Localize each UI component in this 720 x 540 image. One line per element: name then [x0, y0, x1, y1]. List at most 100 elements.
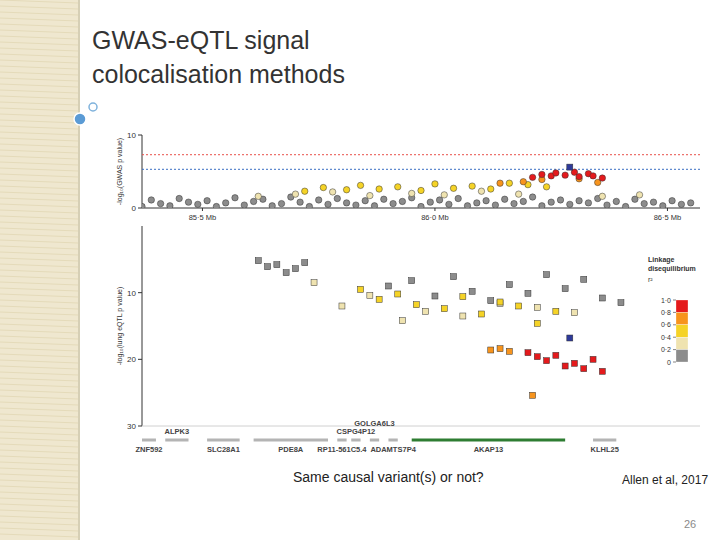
legend-subtitle: r² — [648, 276, 653, 283]
data-point — [669, 198, 675, 204]
strip-texture — [0, 396, 78, 399]
data-point — [469, 183, 475, 189]
data-point — [213, 203, 219, 208]
strip-texture — [0, 408, 78, 411]
data-point — [265, 264, 271, 270]
data-point — [353, 202, 359, 208]
reference-line — [142, 154, 700, 155]
data-point — [283, 270, 289, 276]
data-point — [441, 306, 447, 312]
data-point — [451, 274, 457, 280]
data-point — [502, 196, 508, 202]
data-point — [395, 291, 401, 297]
data-point — [622, 203, 628, 208]
data-point — [599, 295, 605, 301]
slide: Same causal variant(s) or not?Allen et a… — [0, 0, 720, 540]
data-point — [381, 196, 387, 202]
data-point — [599, 193, 605, 199]
strip-texture — [0, 312, 78, 315]
strip-texture — [0, 510, 78, 513]
data-point — [618, 300, 624, 306]
strip-texture — [0, 378, 78, 381]
x-tick-label: 85·5 Mb — [189, 213, 217, 222]
data-point — [274, 262, 280, 268]
strip-texture — [0, 60, 78, 63]
gene — [254, 439, 328, 442]
data-point — [599, 368, 605, 374]
y-tick — [138, 208, 142, 209]
data-point — [548, 199, 554, 205]
data-point — [409, 190, 415, 196]
data-point — [636, 192, 642, 198]
legend-tick — [673, 362, 676, 363]
legend-tick-label: 1·0 — [661, 297, 671, 304]
gene — [142, 439, 156, 442]
gene-label: ZNF592 — [135, 445, 162, 454]
data-point — [553, 352, 559, 358]
strip-texture — [0, 300, 78, 303]
data-point — [539, 171, 545, 177]
y-axis-label: -log₁₀(lung eQTL p value) — [116, 287, 124, 366]
gene — [388, 439, 397, 442]
data-point — [571, 360, 577, 366]
data-point — [142, 203, 145, 208]
strip-texture — [0, 330, 78, 333]
caption: Same causal variant(s) or not? — [293, 469, 484, 485]
x-axis-line — [142, 426, 700, 427]
gene-label: RP11-561C5.4 — [317, 445, 367, 454]
data-point — [362, 198, 368, 204]
strip-texture — [0, 288, 78, 291]
strip-texture — [0, 324, 78, 327]
data-point — [255, 258, 261, 264]
x-tick — [434, 208, 435, 211]
strip-texture — [0, 384, 78, 387]
data-point — [497, 299, 503, 305]
strip-texture — [0, 228, 78, 231]
y-tick-label: 20 — [127, 355, 136, 364]
data-point — [316, 197, 322, 203]
data-point — [506, 348, 512, 354]
data-point — [590, 173, 596, 179]
strip-texture — [0, 150, 78, 153]
strip-texture — [0, 354, 78, 357]
strip-texture — [0, 234, 78, 237]
x-tick — [667, 208, 668, 211]
data-point — [506, 282, 512, 288]
strip-texture — [0, 108, 78, 111]
strip-edge — [78, 0, 80, 540]
strip-texture — [0, 126, 78, 129]
page-number: 26 — [684, 518, 696, 530]
strip-texture — [0, 96, 78, 99]
x-tick-label: 86·0 Mb — [421, 213, 449, 222]
data-point — [343, 187, 349, 193]
data-point — [292, 266, 298, 272]
data-point — [530, 392, 536, 398]
strip-texture — [0, 138, 78, 141]
y-axis-label: -log₁₀(GWAS p value) — [116, 138, 124, 205]
data-point — [539, 203, 545, 208]
data-point — [399, 318, 405, 324]
ld-legend: Linkagedisequilibriumr²1·00·80·60·40·20 — [648, 256, 696, 366]
data-point — [436, 197, 442, 203]
strip-texture — [0, 54, 78, 57]
strip-texture — [0, 366, 78, 369]
data-point — [562, 363, 568, 369]
legend-title-line: disequilibrium — [648, 265, 696, 273]
legend-tick — [673, 324, 676, 325]
data-point — [660, 203, 666, 208]
legend-tick — [673, 312, 676, 313]
legend-tick-label: 0·2 — [661, 346, 671, 353]
bullet-ring — [89, 103, 97, 111]
gene-label: KLHL25 — [591, 445, 619, 454]
plot-area — [142, 155, 700, 208]
data-point — [167, 203, 173, 208]
data-point — [385, 283, 391, 289]
strip-texture — [0, 480, 78, 483]
data-point — [358, 286, 364, 292]
legend-tick — [673, 300, 676, 301]
strip-texture — [0, 336, 78, 339]
strip-texture — [0, 24, 78, 27]
data-point — [492, 202, 498, 208]
data-point — [478, 311, 484, 317]
data-point — [511, 200, 517, 206]
